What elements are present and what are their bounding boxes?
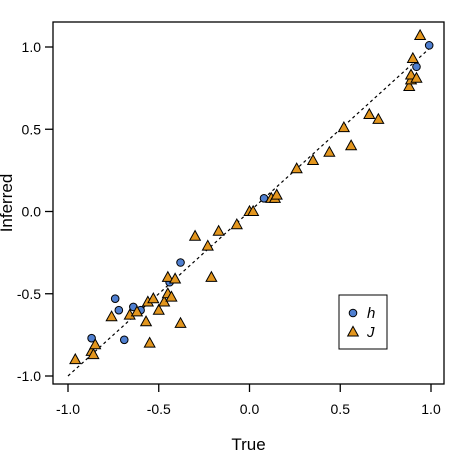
y-tick-label: 1.0 [22, 39, 42, 55]
point-j [323, 145, 336, 157]
point-j [205, 270, 218, 282]
point-j [147, 292, 160, 304]
point-h [119, 335, 129, 345]
y-tick-label: 0.5 [22, 121, 42, 137]
point-j [161, 270, 174, 282]
point-j [344, 139, 358, 151]
point-h [412, 62, 421, 72]
x-tick-label: -1.0 [56, 401, 80, 417]
point-j [152, 303, 165, 315]
point-j [270, 188, 283, 200]
point-j [406, 51, 420, 64]
point-j [410, 71, 423, 83]
x-tick-label: 1.0 [421, 401, 441, 417]
point-h [424, 41, 434, 50]
x-axis-ticks: -1.0 -0.5 0.0 0.5 1.0 [56, 384, 441, 417]
point-j [188, 229, 202, 241]
legend-h-label: h [367, 305, 375, 322]
point-j [139, 315, 153, 327]
point-h [114, 305, 124, 315]
point-h [110, 294, 120, 303]
point-j [363, 107, 376, 119]
y-tick-label: -0.5 [17, 286, 41, 302]
point-j [337, 120, 351, 133]
point-j [404, 68, 418, 80]
y-axis-title: Inferred [0, 174, 16, 233]
y-tick-label: -1.0 [17, 368, 41, 384]
point-h [87, 333, 96, 343]
point-j [89, 338, 102, 350]
plot-frame [52, 21, 445, 385]
point-j [69, 352, 82, 365]
legend: h J [338, 294, 388, 350]
point-j [290, 162, 303, 174]
point-j [201, 239, 214, 251]
point-j [130, 305, 144, 317]
point-j [246, 204, 260, 217]
data-points [69, 28, 434, 365]
point-j [165, 290, 178, 302]
x-axis-title: True [231, 435, 265, 454]
point-j [413, 28, 427, 41]
point-j [168, 272, 182, 284]
point-j [372, 112, 385, 124]
point-j [87, 347, 100, 360]
x-tick-label: 0.0 [240, 401, 260, 417]
point-j [143, 336, 156, 348]
y-tick-label: 0.0 [22, 204, 42, 220]
axes: -1.0 -0.5 0.0 0.5 1.0 -1.0 -0.5 0.0 0.5 1.0 [17, 21, 445, 417]
point-j [403, 79, 416, 92]
point-j [105, 310, 118, 322]
point-j [212, 224, 225, 236]
x-tick-label: 0.5 [331, 401, 351, 417]
point-j [306, 153, 320, 166]
identity-reference-line [67, 46, 432, 377]
legend-j-triangle-marker [346, 325, 360, 337]
x-tick-label: -0.5 [147, 401, 171, 417]
legend-j-label: J [366, 324, 375, 341]
point-j [174, 316, 187, 328]
legend-box [338, 294, 388, 350]
y-axis-ticks: -1.0 -0.5 0.0 0.5 1.0 [17, 39, 53, 384]
point-h [176, 258, 185, 267]
point-j [230, 218, 243, 230]
legend-h-circle-marker [348, 308, 358, 318]
